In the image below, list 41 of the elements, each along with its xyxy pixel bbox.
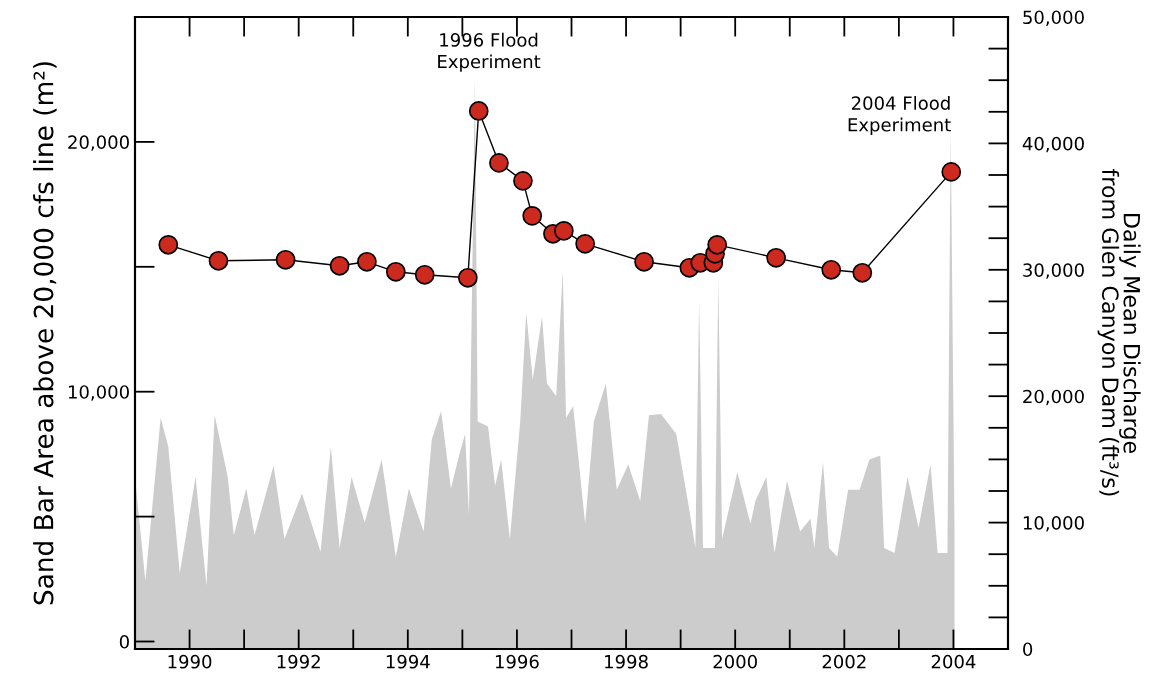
x-tick-label: 1998 [605,654,648,669]
x-tick-label: 2004 [931,654,976,669]
y2-tick-label: 10,000 [1023,516,1084,532]
y2-tick-label: 20,000 [1023,389,1084,406]
point [513,171,533,191]
point [385,261,406,282]
x-tick-label: 1992 [277,654,320,669]
point [575,233,596,254]
x-tick-label: 1990 [168,654,212,669]
y-tick-label: 20,000 [68,135,129,151]
point [275,249,296,270]
point [553,220,574,241]
point [468,101,489,121]
y2-tick-label: 30,000 [1023,263,1084,279]
y2-axis-title: Daily Mean Discharge from Glen Canyon Dam (ft³/s) [1097,169,1141,496]
y-axis-title: Sand Bar Area above 20,000 cfs line (m²) [33,62,57,605]
y-tick-label: 10,000 [68,385,129,401]
point [414,264,435,285]
point [522,205,543,226]
point [634,251,654,272]
point [208,250,229,271]
y-tick-label: 0 [119,634,129,649]
annotation: 2004 Flood Experiment [848,96,951,136]
annotation: 1996 Flood Experiment [438,32,541,72]
point [357,251,377,272]
y2-tick-label: 40,000 [1022,136,1084,153]
point [707,234,728,255]
point [821,259,842,280]
point [329,255,350,276]
point [941,162,962,182]
x-tick-label: 1994 [386,654,430,669]
x-tick-label: 2000 [713,654,757,669]
point [852,262,873,283]
x-tick-label: 1996 [495,654,539,669]
point [457,267,478,288]
point [489,153,509,173]
point [158,234,179,255]
y2-tick-label: 0 [1023,642,1033,657]
x-tick-label: 2002 [822,654,866,669]
y2-tick-label: 50,000 [1023,10,1084,26]
point [766,247,786,268]
